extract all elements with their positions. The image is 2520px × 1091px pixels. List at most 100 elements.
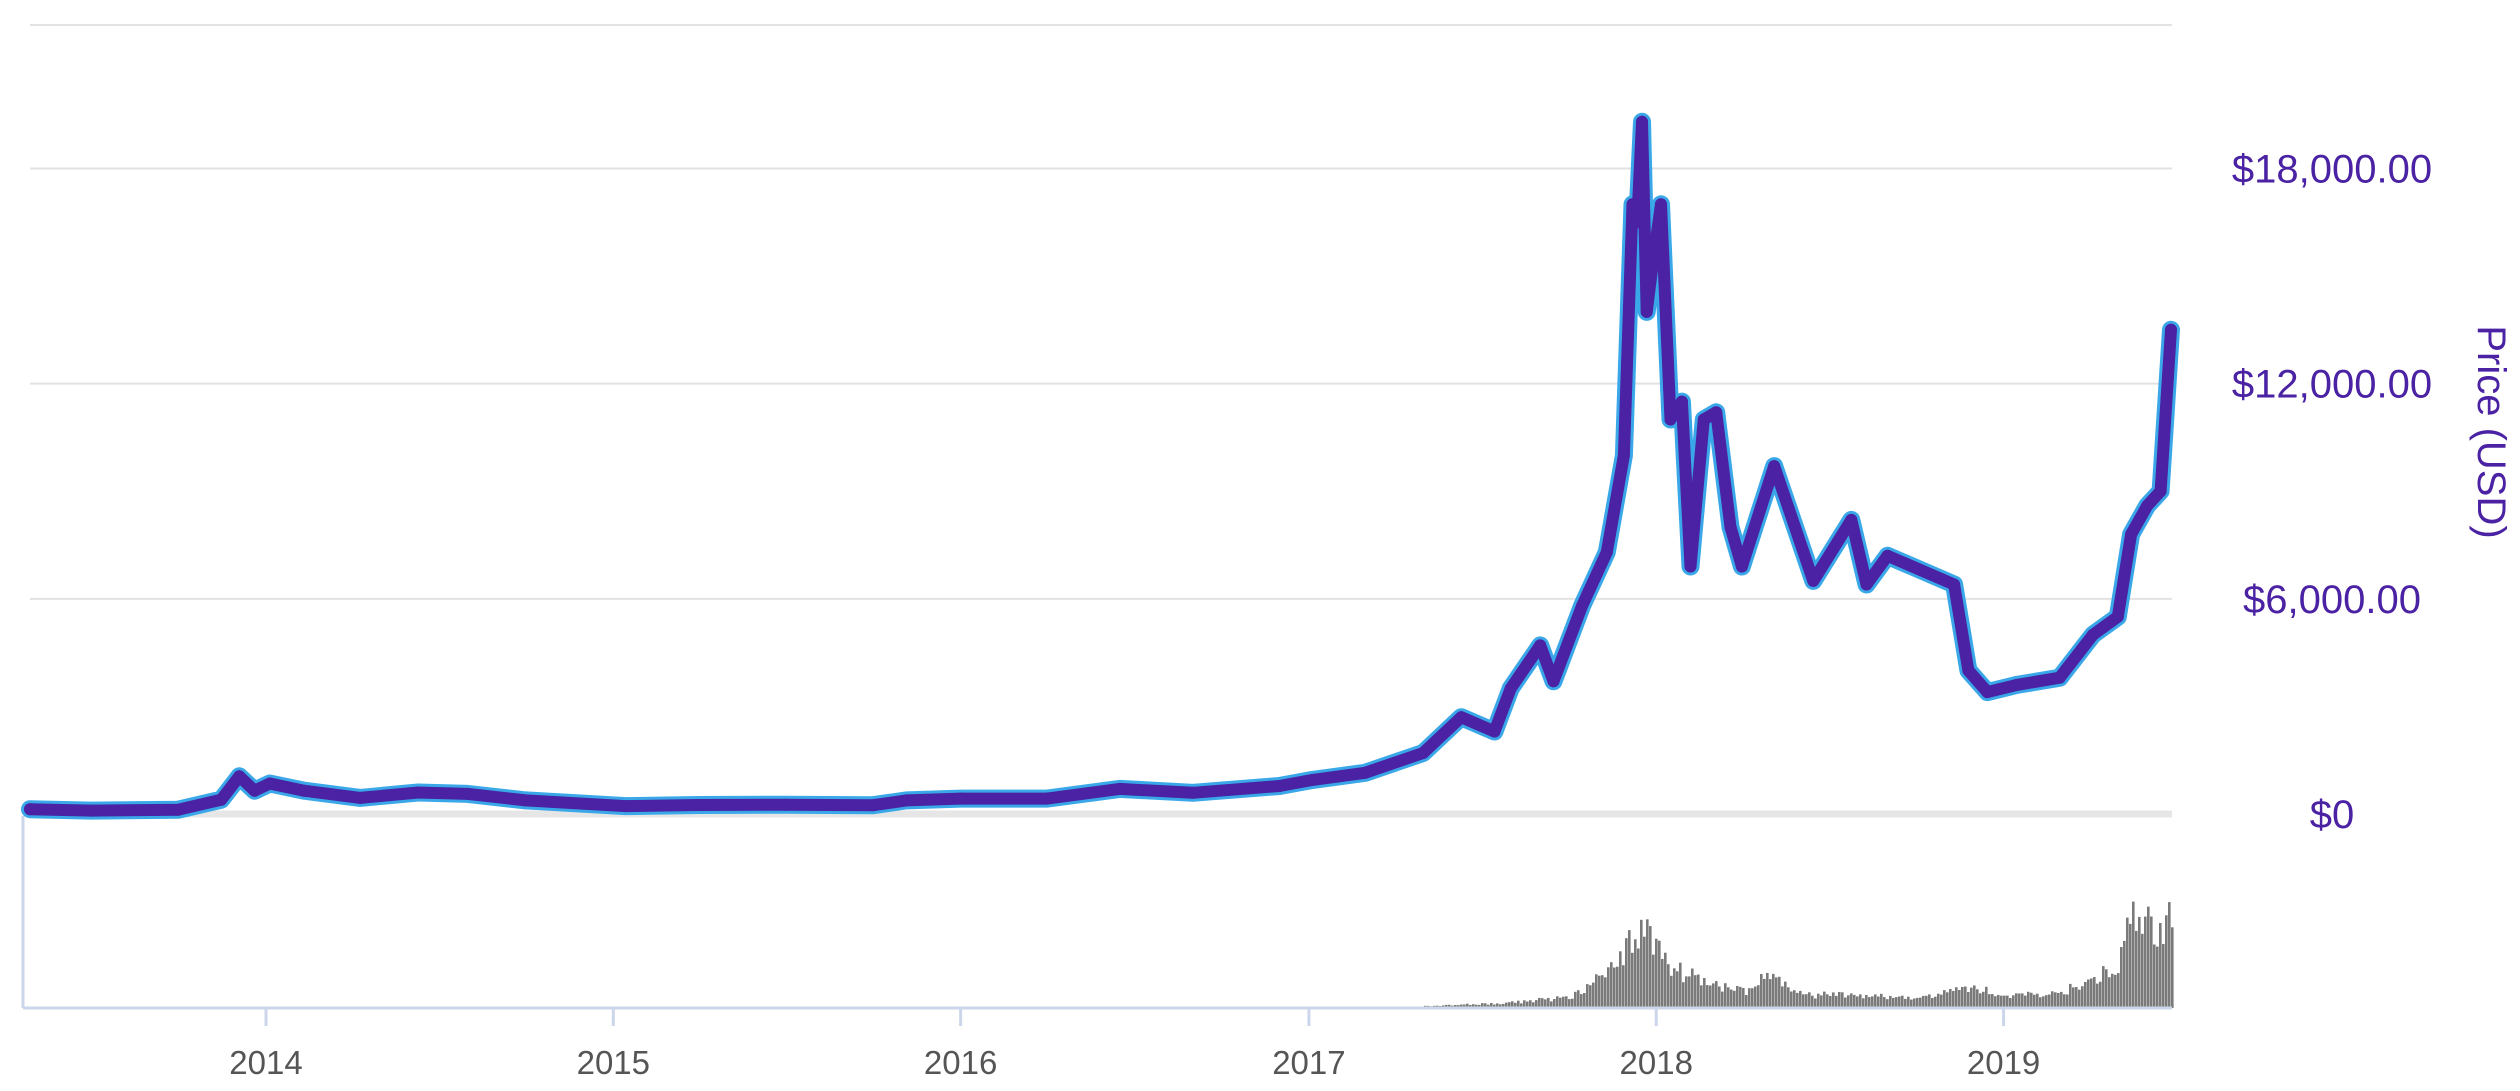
- volume-bar: [2087, 979, 2090, 1008]
- volume-bar: [1706, 985, 1709, 1008]
- volume-bar: [1637, 948, 1640, 1008]
- volume-bar: [1790, 991, 1793, 1008]
- price-point: [233, 770, 246, 783]
- price-point: [2125, 528, 2138, 541]
- volume-bar: [1571, 998, 1574, 1008]
- volume-bar: [1976, 989, 1979, 1008]
- volume-bar: [1883, 997, 1886, 1008]
- volume-bar: [1781, 986, 1784, 1008]
- volume-bar: [1967, 992, 1970, 1008]
- volume-bar: [1595, 974, 1598, 1008]
- price-point: [693, 799, 705, 811]
- volume-bar: [1607, 967, 1610, 1008]
- volume-bar: [1550, 1001, 1553, 1008]
- price-point: [1735, 560, 1748, 573]
- volume-bar: [2021, 993, 2024, 1008]
- volume-bar: [1892, 997, 1895, 1008]
- price-point: [1697, 413, 1710, 426]
- volume-bar: [2108, 977, 2111, 1008]
- volume-bar: [1565, 996, 1568, 1008]
- volume-bar: [1493, 1004, 1496, 1008]
- y-axis-ticks: $0 $6,000.00 $12,000.00 $18,000.00: [2232, 147, 2432, 837]
- volume-bar: [1868, 997, 1871, 1008]
- volume-bar: [1604, 977, 1607, 1008]
- volume-bar: [2147, 906, 2150, 1008]
- volume-bar: [1505, 1002, 1508, 1008]
- volume-bar: [1715, 981, 1718, 1008]
- volume-bar: [1631, 952, 1634, 1008]
- volume-bar: [2054, 992, 2057, 1008]
- volume-bar: [1904, 998, 1907, 1008]
- price-point: [263, 777, 276, 790]
- price-point: [2111, 610, 2124, 623]
- volume-bar: [2057, 993, 2060, 1008]
- volume-bar: [1736, 986, 1739, 1008]
- volume-bar: [1502, 1003, 1505, 1008]
- price-point: [461, 787, 474, 800]
- price-point: [1547, 675, 1560, 688]
- price-line: [24, 115, 2177, 817]
- volume-bar: [1865, 995, 1868, 1008]
- volume-bar: [2093, 977, 2096, 1008]
- volume-bar: [1721, 991, 1724, 1008]
- volume-bar: [2135, 930, 2138, 1008]
- volume-bar: [1676, 971, 1679, 1008]
- volume-bar: [1598, 975, 1601, 1008]
- price-point: [1675, 395, 1688, 408]
- price-point: [1948, 578, 1961, 591]
- x-tick-label: 2019: [1967, 1044, 2040, 1081]
- volume-bar: [1577, 990, 1580, 1008]
- price-point: [1768, 460, 1781, 473]
- price-point: [1710, 406, 1723, 419]
- volume-bar: [1562, 996, 1565, 1008]
- volume-bar: [1808, 992, 1811, 1008]
- volume-bar: [1772, 973, 1775, 1008]
- volume-bar: [1844, 997, 1847, 1008]
- volume-bar: [2096, 983, 2099, 1008]
- volume-bar: [1586, 984, 1589, 1008]
- volume-bar: [2102, 966, 2105, 1008]
- volume-bar: [1724, 983, 1727, 1008]
- volume-bar: [1763, 978, 1766, 1008]
- volume-bar: [2024, 995, 2027, 1008]
- price-point: [1845, 513, 1858, 526]
- price-point: [779, 798, 792, 811]
- volume-bar: [1814, 998, 1817, 1008]
- x-tick-label: 2016: [924, 1044, 997, 1081]
- volume-bar: [2006, 995, 2009, 1008]
- volume-bar: [2072, 987, 2075, 1008]
- volume-bar: [2162, 944, 2165, 1008]
- volume-bar: [1859, 994, 1862, 1008]
- volume-bar: [1811, 995, 1814, 1008]
- volume-bar: [2132, 901, 2135, 1008]
- y-tick-label: $6,000.00: [2243, 578, 2421, 622]
- volume-bar: [1523, 1000, 1526, 1008]
- volume-bar: [1694, 975, 1697, 1008]
- volume-bar: [2084, 982, 2087, 1008]
- volume-bar: [2063, 994, 2066, 1008]
- volume-bar: [1712, 983, 1715, 1008]
- volume-bar: [1568, 999, 1571, 1008]
- volume-bar: [1463, 1004, 1466, 1008]
- x-axis-ticks: 2014 2015 2016 2017 2018 2019: [229, 1008, 2040, 1081]
- volume-bar: [2009, 998, 2012, 1008]
- price-point: [172, 803, 185, 816]
- volume-bar: [2039, 997, 2042, 1008]
- volume-bar: [1652, 954, 1655, 1008]
- volume-bar: [2042, 996, 2045, 1008]
- price-point: [1488, 725, 1501, 738]
- volume-bar: [1913, 998, 1916, 1008]
- volume-bar: [1460, 1004, 1463, 1008]
- volume-bar: [1898, 996, 1901, 1008]
- volume-bar: [2066, 994, 2069, 1008]
- volume-bar: [1910, 999, 1913, 1008]
- volume-bar: [1877, 996, 1880, 1008]
- volume-bar: [1886, 999, 1889, 1008]
- price-point: [1647, 252, 1660, 265]
- volume-bar: [1589, 985, 1592, 1008]
- volume-bar: [1688, 976, 1691, 1008]
- volume-bar: [2090, 978, 2093, 1008]
- volume-bar: [1619, 951, 1622, 1008]
- volume-bar: [2048, 994, 2051, 1008]
